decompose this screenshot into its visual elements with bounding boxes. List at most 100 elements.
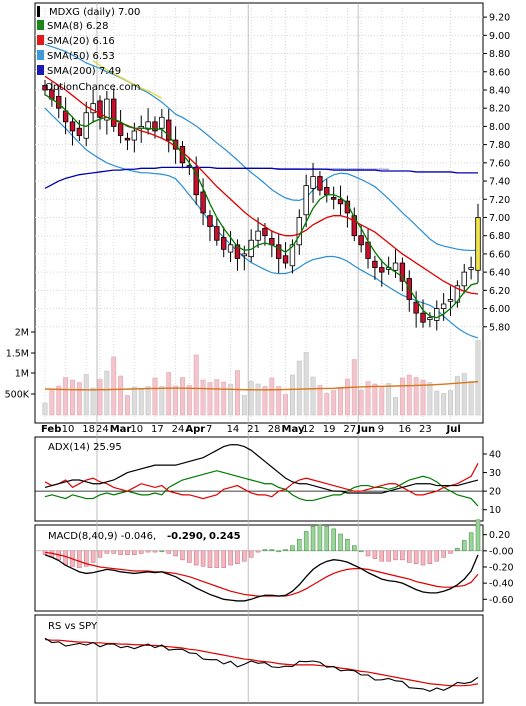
- volume-bar: [159, 386, 165, 416]
- macd-histogram-bar: [97, 550, 103, 558]
- volume-bar: [296, 360, 302, 416]
- macd-histogram-bar: [434, 550, 440, 562]
- macd-histogram-bar: [338, 533, 343, 552]
- macd-histogram-bar: [455, 547, 460, 552]
- macd-histogram-bar: [173, 550, 178, 557]
- adx-legend: ADX(14) 25.95: [48, 442, 122, 453]
- adx-line: [44, 444, 479, 494]
- volume-bar: [393, 397, 398, 416]
- macd-histogram-bar: [207, 550, 213, 568]
- volume-bar: [324, 393, 330, 416]
- candle-body: [324, 187, 330, 196]
- macd-histogram-bar: [413, 550, 419, 564]
- price-tick-label: 7.80: [489, 140, 510, 151]
- price-tick-label: 8.40: [489, 85, 510, 96]
- candle-body: [317, 176, 323, 191]
- volume-bar: [338, 387, 343, 416]
- macd-histogram-bar: [407, 550, 412, 563]
- price-tick-label: 6.60: [489, 249, 510, 260]
- candle-body: [207, 215, 213, 227]
- macd-legend-label: MACD(8,40,9) -0.046,: [48, 531, 156, 542]
- volume-bar: [365, 381, 371, 416]
- macd-histogram-bar: [303, 531, 309, 552]
- volume-bar: [138, 389, 144, 416]
- candle-body: [262, 228, 268, 237]
- macd-tick-label: -0.00: [489, 546, 514, 557]
- yellow-envelope-line: [92, 60, 163, 99]
- volume-bar: [255, 383, 261, 416]
- price-tick-label: 6.80: [489, 231, 510, 242]
- volume-bar: [262, 386, 268, 416]
- volume-bar: [283, 394, 289, 416]
- macd-histogram-bar: [352, 545, 357, 552]
- candle-body: [104, 98, 110, 121]
- volume-bar: [372, 383, 378, 416]
- volume-bar: [200, 379, 206, 416]
- volume-bar: [475, 340, 481, 416]
- macd-histogram-bar: [393, 550, 398, 561]
- macd-histogram-bar: [214, 550, 220, 568]
- volume-tick-label: 1M: [15, 369, 29, 380]
- macd-histogram-bar: [475, 519, 481, 552]
- macd-histogram-bar: [365, 550, 371, 557]
- price-tick-label: 6.20: [489, 286, 510, 297]
- price-tick-label: 8.60: [489, 67, 510, 78]
- rs-line: [44, 637, 479, 692]
- macd-histogram-bar: [317, 524, 323, 552]
- macd-histogram-bar: [159, 550, 165, 553]
- volume-bar: [358, 389, 364, 416]
- macd-histogram-bar: [324, 526, 330, 552]
- volume-bar: [310, 376, 316, 416]
- macd-histogram-bar: [242, 550, 247, 562]
- volume-bar: [331, 390, 337, 416]
- volume-bar: [145, 386, 151, 416]
- volume-bar: [276, 386, 282, 416]
- volume-tick-label: 1.5M: [6, 349, 29, 360]
- volume-bar: [104, 370, 110, 416]
- candle-body: [227, 244, 234, 253]
- macd-tick-label: -0.20: [489, 562, 514, 573]
- macd-histogram-bar: [83, 550, 89, 567]
- volume-bar: [63, 377, 69, 416]
- candle-body: [234, 244, 241, 259]
- volume-bar: [241, 395, 247, 416]
- volume-bar: [111, 356, 117, 416]
- macd-histogram-bar: [200, 550, 206, 567]
- candle-body: [379, 267, 385, 273]
- volume-bar: [83, 374, 89, 416]
- candle-body: [111, 98, 117, 127]
- candle-body: [124, 137, 131, 141]
- volume-bar: [344, 378, 350, 416]
- macd-histogram-bar: [448, 550, 453, 554]
- macd-histogram-bar: [152, 550, 158, 553]
- volume-bar: [49, 388, 55, 416]
- macd-histogram-bar: [111, 550, 116, 554]
- macd-tick-label: -0.60: [489, 595, 514, 606]
- macd-histogram-bar: [138, 550, 144, 554]
- volume-bar: [76, 382, 82, 416]
- candle-body: [399, 262, 406, 282]
- price-tick-label: 6.00: [489, 304, 510, 315]
- volume-bar: [420, 379, 426, 416]
- macd-histogram-bar: [441, 550, 446, 558]
- volume-bar: [289, 374, 295, 416]
- sma8-line: [44, 93, 479, 319]
- x-tick-label: 9: [378, 424, 384, 435]
- candle-body: [420, 312, 426, 323]
- adx-panel: [34, 436, 484, 522]
- macd-line: [44, 554, 479, 602]
- adx-tick-label: 10: [489, 505, 501, 516]
- price-legend: MDXG (daily) 7.00 SMA(8) 6.28 SMA(20) 6.1…: [37, 6, 140, 93]
- candle-body: [440, 303, 447, 309]
- candle-body: [330, 197, 337, 200]
- adx-tick-label: 20: [489, 487, 501, 498]
- candle-body: [358, 235, 364, 246]
- x-tick-label: 23: [419, 424, 432, 435]
- candle-body: [145, 121, 151, 130]
- candle-body: [255, 230, 261, 241]
- x-tick-label: 14: [227, 424, 240, 435]
- candle-body: [166, 119, 172, 141]
- volume-bar: [173, 385, 179, 416]
- sma200-dotted-line: [237, 167, 389, 170]
- legend-entry: SMA(200) 7.49: [47, 66, 121, 77]
